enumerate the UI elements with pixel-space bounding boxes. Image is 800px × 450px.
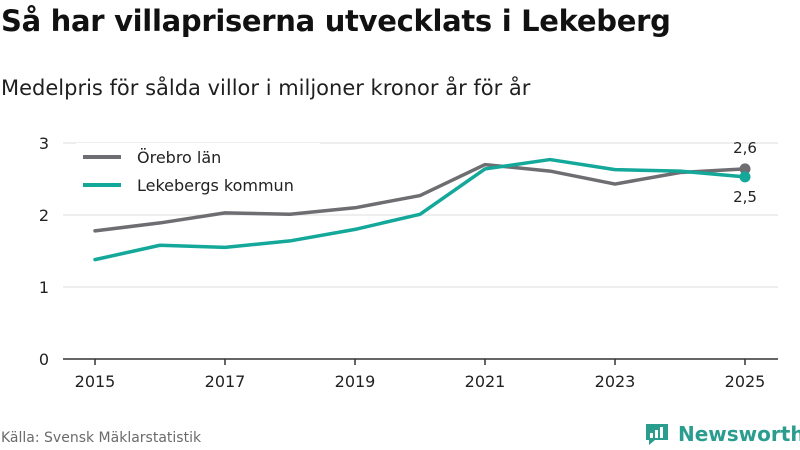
series-end-marker-0 (739, 163, 751, 175)
brand-logo[interactable]: Newsworthy (644, 420, 800, 448)
legend-label-1: Lekebergs kommun (137, 176, 294, 195)
series-line-1 (93, 157, 747, 262)
x-tick-label-2023: 2023 (595, 372, 636, 391)
chart-subtitle: Medelpris för sålda villor i miljoner kr… (1, 76, 531, 100)
source-note: Källa: Svensk Mäklarstatistik (1, 430, 202, 446)
x-tick-label-2019: 2019 (335, 372, 376, 391)
legend-box (76, 143, 320, 201)
series-end-label-0: 2,6 (733, 139, 757, 157)
chart-title: Så har villapriserna utvecklats i Lekebe… (1, 4, 671, 38)
brand-name: Newsworthy (678, 422, 800, 446)
x-tick-label-2015: 2015 (75, 372, 116, 391)
y-tick-label-1: 1 (39, 278, 49, 297)
x-tick-label-2017: 2017 (205, 372, 246, 391)
series-end-label-1: 2,5 (733, 188, 757, 206)
series-line-0 (93, 162, 747, 233)
legend-label-0: Örebro län (137, 148, 221, 167)
y-tick-label-2: 2 (39, 206, 49, 225)
y-tick-label-0: 0 (39, 350, 49, 369)
y-tick-label-3: 3 (39, 134, 49, 153)
x-tick-label-2025: 2025 (725, 372, 766, 391)
series-end-marker-1 (739, 171, 751, 183)
x-tick-label-2021: 2021 (465, 372, 506, 391)
newsworthy-logo-icon (646, 424, 668, 445)
